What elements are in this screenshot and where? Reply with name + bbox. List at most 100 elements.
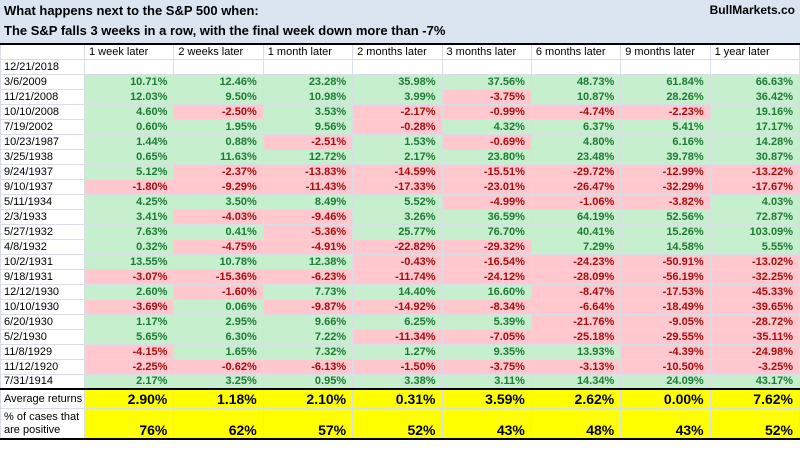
table-row: 4/8/1932 0.32% -4.75% -4.91% -22.82% -29.32% 7… [0,238,800,255]
date-cell: 10/2/1931 [0,253,85,270]
value-cell: -8.34% [441,298,532,315]
value-cell: -50.91% [620,253,711,270]
value-cell: 2.60% [83,283,175,300]
table-row: 7/31/1914 2.17% 3.25% 0.95% 3.38% 3.11% 14.34%… [0,373,800,390]
value-cell: -24.98% [709,343,800,360]
date-column-header [0,45,85,60]
value-cell: -9.87% [262,298,354,315]
value-cell: 12.46% [173,73,264,90]
table-row: 12/12/1930 2.60% -1.60% 7.73% 14.40% 16.60% -8… [0,283,800,300]
value-cell: -45.33% [709,283,800,300]
value-cell: 10.87% [530,88,622,105]
value-cell: -10.50% [620,358,711,375]
value-cell: 0.32% [83,238,175,255]
value-cell: 30.87% [709,148,800,165]
summary-value: 43% [620,407,711,440]
value-cell: 14.28% [709,133,800,150]
value-cell: -29.55% [620,328,711,345]
table-row: 6/20/1930 1.17% 2.95% 9.66% 6.25% 5.39% -21.76… [0,313,800,330]
value-cell: -29.32% [441,238,532,255]
value-cell: 10.71% [83,73,175,90]
value-cell: 5.12% [83,163,175,180]
title-line-1: What happens next to the S&P 500 when: [4,3,259,18]
value-cell: 14.34% [530,373,622,390]
value-cell: -9.05% [620,313,711,330]
value-cell: -29.72% [530,163,622,180]
value-cell: 39.78% [620,148,711,165]
summary-value: 1.18% [173,388,264,409]
value-cell: 19.16% [709,103,800,120]
value-cell: -15.51% [441,163,532,180]
value-cell: 3.41% [83,208,175,225]
value-cell: -1.50% [352,358,443,375]
value-cell: 14.40% [352,283,443,300]
value-cell: -3.75% [441,88,532,105]
value-cell: -13.22% [709,163,800,180]
value-cell: -5.36% [262,223,354,240]
value-cell: 12.38% [262,253,354,270]
summary-value: 2.62% [530,388,622,409]
value-cell: 4.25% [83,193,175,210]
value-cell: -4.39% [620,343,711,360]
date-cell: 11/12/1920 [0,358,85,375]
date-cell: 9/10/1937 [0,178,85,195]
value-cell: 7.22% [262,328,354,345]
table-row: 12/21/2018 [0,58,800,75]
value-cell: -3.75% [441,358,532,375]
value-cell: 8.49% [262,193,354,210]
table-row: 9/10/1937 -1.80% -9.29% -11.43% -17.33% -23.0… [0,178,800,195]
value-cell: 36.42% [709,88,800,105]
column-header: 2 weeks later [173,45,264,60]
table-row: 10/10/2008 4.60% -2.50% 3.53% -2.17% -0.99% -4… [0,103,800,120]
value-cell: -21.76% [530,313,622,330]
column-header: 9 months later [620,45,711,60]
summary-value: 2.10% [262,388,354,409]
summary-value: 52% [352,407,443,440]
table-row: 9/24/1937 5.12% -2.37% -13.83% -14.59% -15.51… [0,163,800,180]
table-row: 5/2/1930 5.65% 6.30% 7.22% -11.34% -7.05% -25.… [0,328,800,345]
date-cell: 12/21/2018 [0,58,85,75]
date-cell: 7/31/1914 [0,373,85,390]
value-cell: 23.28% [262,73,354,90]
table-row: 11/12/1920 -2.25% -0.62% -6.13% -1.50% -3.75%… [0,358,800,375]
value-cell: 36.59% [441,208,532,225]
value-cell: -1.80% [83,178,175,195]
value-cell: 4.03% [709,193,800,210]
value-cell: 0.65% [83,148,175,165]
summary-value: 62% [173,407,264,440]
value-cell: 2.17% [352,148,443,165]
table-body: 12/21/2018 3/6/2009 10.71% 12.46% 23.28% 35.9… [0,58,800,440]
value-cell: 9.56% [262,118,354,135]
date-cell: 5/2/1930 [0,328,85,345]
value-cell: -28.72% [709,313,800,330]
value-cell: 0.95% [262,373,354,390]
value-cell: 1.65% [173,343,264,360]
table-row: 11/21/2008 12.03% 9.50% 10.98% 3.99% -3.75% 10… [0,88,800,105]
value-cell: -4.03% [173,208,264,225]
date-cell: 10/10/1930 [0,298,85,315]
value-cell: 6.25% [352,313,443,330]
value-cell: 9.35% [441,343,532,360]
date-cell: 11/8/1929 [0,343,85,360]
value-cell: 1.27% [352,343,443,360]
date-cell: 11/21/2008 [0,88,85,105]
value-cell: 6.37% [530,118,622,135]
value-cell: 4.32% [441,118,532,135]
value-cell: 5.52% [352,193,443,210]
value-cell: 14.58% [620,238,711,255]
value-cell: 5.65% [83,328,175,345]
value-cell: -0.28% [352,118,443,135]
value-cell: -6.64% [530,298,622,315]
value-cell: -11.43% [262,178,354,195]
value-cell: 103.09% [709,223,800,240]
summary-value: 76% [83,407,175,440]
value-cell: -0.62% [173,358,264,375]
value-cell [441,58,532,75]
value-cell: -35.11% [709,328,800,345]
value-cell: 35.98% [352,73,443,90]
value-cell: 3.26% [352,208,443,225]
table-row: 10/2/1931 13.55% 10.78% 12.38% -0.43% -16.54%… [0,253,800,270]
value-cell: -22.82% [352,238,443,255]
value-cell [83,58,175,75]
table-row: 10/23/1987 1.44% 0.88% -2.51% 1.53% -0.69% 4.8… [0,133,800,150]
